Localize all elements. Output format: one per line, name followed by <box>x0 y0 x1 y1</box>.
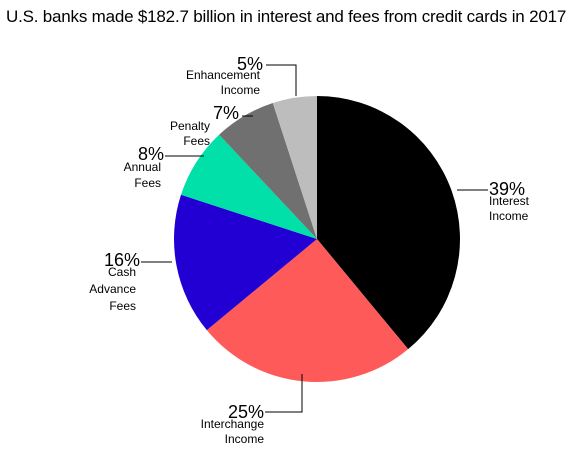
leader-line <box>265 374 303 413</box>
slice-percent-label: 16% <box>104 250 140 270</box>
pie-slice-enhancement-income <box>272 96 317 239</box>
pie-slices <box>174 96 460 382</box>
pie-slice-interest-income <box>317 96 460 350</box>
slice-percent-label: 39% <box>489 179 525 199</box>
slice-category-label: Interchange Income <box>201 417 265 446</box>
slice-labels: 39%Interest Income 25%Interchange Income 16%… <box>89 54 529 446</box>
pie-slice-interchange-income <box>206 239 409 382</box>
leader-lines <box>141 64 488 413</box>
slice-percent-label: 5% <box>237 54 263 74</box>
pie-slice-cash-advance-fees <box>174 194 317 331</box>
slice-category-label: Interest Income <box>489 194 530 223</box>
slice-percent-label: 8% <box>138 144 164 164</box>
pie-slice-annual-fees <box>181 134 317 239</box>
slice-category-label: Penalty Fees <box>170 119 210 148</box>
slice-category-label: Enhancement Income <box>186 68 261 97</box>
pie-slice-penalty-fees <box>219 103 317 239</box>
slice-percent-label: 25% <box>228 402 264 422</box>
leader-line <box>266 64 297 96</box>
chart-title: U.S. banks made $182.7 billion in intere… <box>6 7 567 26</box>
slice-category-label: Annual Fees <box>124 160 161 190</box>
slice-category-label: Cash Advance Fees <box>89 265 136 313</box>
slice-percent-label: 7% <box>213 103 239 123</box>
